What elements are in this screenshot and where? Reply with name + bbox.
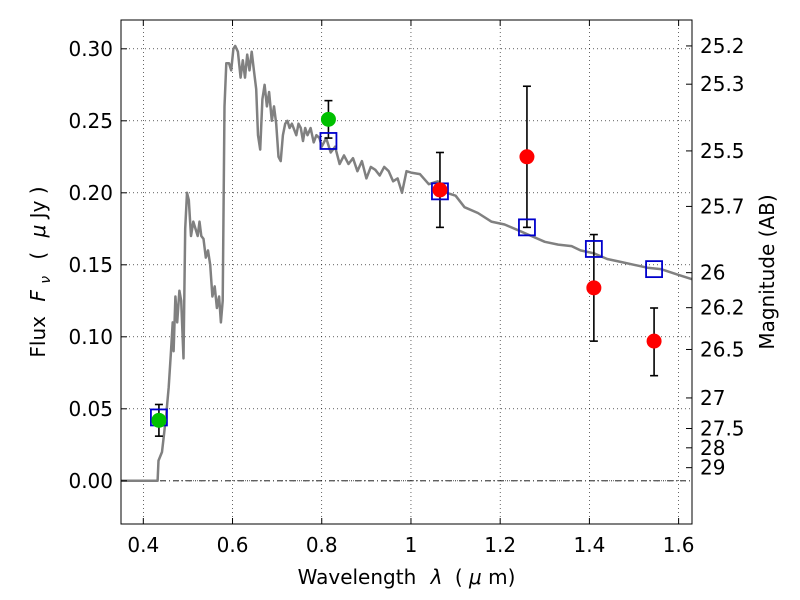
y-axis-title-text: Flux xyxy=(26,316,50,358)
y-axis-title-subscript: ν xyxy=(38,276,54,284)
y-axis-title-symbol: F xyxy=(26,290,50,302)
y2-tick-label: 28 xyxy=(700,436,725,460)
grid xyxy=(121,20,692,524)
y2-tick-label: 26 xyxy=(700,261,725,285)
y2-tick-label: 25.5 xyxy=(700,139,745,163)
plot-frame xyxy=(120,19,693,525)
y-axis-title-unit-mu: μ xyxy=(26,225,50,239)
y-axis-title-unit-rest: Jy ) xyxy=(26,186,50,220)
y2-axis-title: Magnitude (AB) xyxy=(755,194,779,349)
y2-tick-label: 25.3 xyxy=(700,72,745,96)
x-axis-title-unit-rest: m) xyxy=(488,565,515,589)
x-axis-title-unit-open: ( xyxy=(455,565,463,589)
x-axis-title-symbol: λ xyxy=(430,565,443,589)
x-tick-label: 0.6 xyxy=(217,533,249,557)
y-tick-label: 0.10 xyxy=(68,325,113,349)
x-tick-label: 1 xyxy=(405,533,418,557)
model-photometry-square xyxy=(319,132,338,150)
axis-ticks: 0.4 0.6 0.8 1 1.2 1.4 1.6 0.00 0.05 0.10 0.15 0.20 0… xyxy=(68,20,745,557)
x-axis-title-text: Wavelength xyxy=(298,565,417,589)
y2-tick-label: 29 xyxy=(700,456,725,480)
observed-infrared-point xyxy=(586,280,602,296)
model-photometry-square xyxy=(645,260,663,279)
y2-tick-label: 27 xyxy=(700,386,725,410)
x-tick-label: 0.8 xyxy=(306,533,338,557)
model-photometry-square xyxy=(584,240,603,258)
x-axis-title: Wavelength λ ( μ m) xyxy=(298,565,516,589)
x-tick-label: 1.4 xyxy=(573,533,605,557)
y-tick-label: 0.20 xyxy=(68,181,113,205)
y2-tick-label: 25.7 xyxy=(700,194,745,218)
y-axis-title: Flux F ν ( μ Jy ) xyxy=(26,186,55,357)
observed-infrared-point xyxy=(519,149,535,165)
y2-tick-label: 26.2 xyxy=(700,296,745,320)
x-tick-label: 0.4 xyxy=(127,533,159,557)
y-tick-label: 0.15 xyxy=(68,253,113,277)
y-tick-label: 0.25 xyxy=(68,109,113,133)
y-tick-label: 0.00 xyxy=(68,469,113,493)
model-photometry-square xyxy=(518,218,536,237)
observed-infrared-point xyxy=(432,182,448,198)
observed-optical-point xyxy=(320,111,336,127)
data-points xyxy=(150,111,663,428)
y2-tick-label: 26.5 xyxy=(700,337,745,361)
x-tick-label: 1.2 xyxy=(484,533,516,557)
observed-infrared-point xyxy=(646,333,662,349)
y-tick-label: 0.30 xyxy=(68,37,113,61)
error-bars xyxy=(154,85,659,437)
y2-tick-label: 25.2 xyxy=(700,34,745,58)
x-tick-label: 1.6 xyxy=(663,533,695,557)
observed-optical-point xyxy=(151,412,167,428)
y-tick-label: 0.05 xyxy=(68,397,113,421)
x-axis-title-unit-mu: μ xyxy=(468,565,482,589)
y2-tick-label: 27.5 xyxy=(700,417,745,441)
y-axis-title-unit-open: ( xyxy=(26,252,50,260)
